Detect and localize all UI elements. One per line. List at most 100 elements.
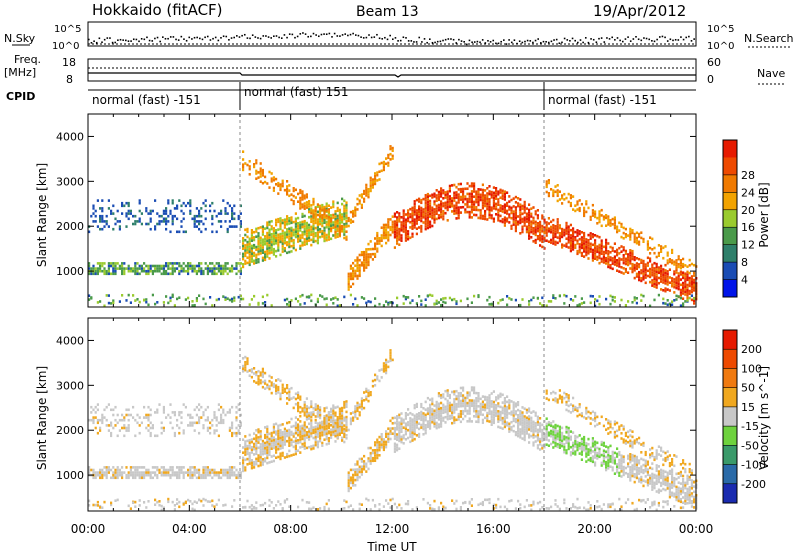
range-cell [400, 430, 403, 433]
range-cell [321, 232, 324, 236]
range-cell [294, 227, 297, 231]
range-cell [429, 421, 432, 425]
range-cell [294, 212, 297, 215]
range-cell [396, 443, 399, 447]
noise-point [148, 39, 151, 42]
freq-tick-lo: 8 [66, 73, 73, 86]
range-cell [136, 220, 139, 223]
range-cell [440, 192, 443, 196]
range-cell [345, 235, 348, 239]
range-cell [453, 405, 456, 409]
range-cell [319, 432, 322, 435]
range-cell [314, 408, 317, 411]
range-cell [259, 252, 262, 255]
range-cell [246, 362, 249, 366]
range-cell [332, 430, 335, 434]
range-cell [684, 277, 687, 281]
range-cell [292, 445, 295, 449]
range-cell [345, 209, 348, 212]
range-cell [602, 250, 605, 254]
range-cell [429, 212, 432, 216]
range-cell [376, 237, 379, 240]
range-cell [486, 207, 489, 211]
range-cell [178, 269, 181, 273]
range-cell [272, 176, 275, 179]
range-cell [558, 232, 561, 235]
range-cell [363, 406, 366, 410]
range-cell [264, 501, 267, 505]
range-cell [272, 438, 275, 442]
range-cell [545, 223, 548, 227]
range-cell [409, 440, 412, 444]
range-cell [195, 269, 198, 273]
noise-point [439, 40, 442, 43]
range-cell [162, 217, 165, 221]
range-cell [191, 421, 194, 425]
range-cell [376, 375, 379, 378]
range-cell [446, 206, 449, 209]
range-cell [510, 198, 513, 202]
range-cell [198, 476, 201, 480]
range-cell [354, 272, 357, 275]
range-cell [101, 416, 104, 419]
noise-point [222, 35, 225, 38]
range-cell [631, 252, 634, 256]
range-cell [239, 212, 242, 215]
range-cell [422, 221, 425, 224]
range-cell [217, 269, 220, 273]
range-cell [250, 247, 253, 250]
range-cell [279, 397, 282, 401]
range-cell [147, 418, 150, 422]
range-cell [316, 300, 319, 304]
range-cell [160, 471, 163, 474]
range-cell [613, 296, 616, 299]
range-cell [246, 359, 249, 363]
range-cell [437, 415, 440, 419]
range-cell [668, 258, 671, 261]
noise-point [257, 37, 259, 39]
range-cell [646, 274, 649, 278]
range-cell [129, 413, 132, 417]
range-cell [314, 234, 317, 238]
range-cell [682, 281, 685, 285]
range-cell [299, 244, 302, 248]
range-cell [393, 416, 396, 420]
range-cell [334, 212, 337, 216]
range-cell [213, 264, 216, 268]
range-cell [651, 284, 654, 287]
range-cell [347, 484, 350, 487]
range-cell [231, 471, 234, 474]
range-cell [125, 201, 128, 205]
range-cell [92, 421, 95, 425]
range-cell [323, 231, 326, 235]
noise-point [122, 39, 124, 41]
range-cell [268, 170, 271, 174]
range-cell [107, 471, 110, 474]
range-cell [121, 466, 124, 469]
range-cell [308, 445, 311, 449]
range-cell [160, 421, 163, 425]
range-cell [358, 502, 361, 506]
range-cell [294, 429, 297, 432]
range-cell [244, 233, 247, 237]
range-cell [387, 153, 390, 157]
range-cell [297, 423, 300, 426]
range-cell [310, 238, 313, 242]
range-cell [407, 421, 410, 424]
range-cell [341, 215, 344, 219]
range-cell [424, 431, 427, 435]
range-cell [455, 408, 458, 411]
range-cell [411, 211, 414, 215]
range-cell [173, 434, 176, 438]
range-cell [283, 390, 286, 393]
range-cell [492, 201, 495, 205]
range-cell [374, 172, 377, 175]
range-cell [666, 280, 669, 284]
noise-point [386, 38, 389, 41]
range-cell [453, 421, 456, 425]
range-cell [550, 238, 553, 242]
range-cell [270, 238, 273, 241]
range-cell [387, 233, 390, 237]
range-cell [297, 428, 300, 432]
range-cell [580, 246, 583, 250]
